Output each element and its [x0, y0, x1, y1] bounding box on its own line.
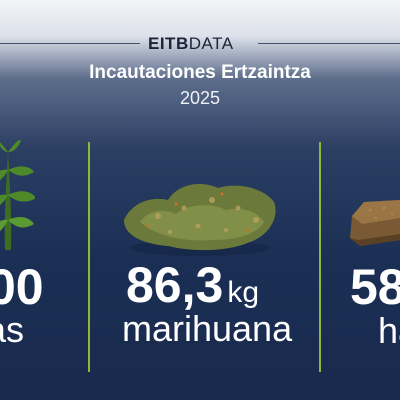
value-unit: kg — [227, 276, 260, 309]
divider-left — [88, 142, 90, 372]
page-subtitle-year: 2025 — [179, 88, 221, 108]
seizure-value-middle: 86,3 kg — [126, 260, 259, 310]
seizure-value-left: 00 — [0, 262, 44, 312]
seizure-value-right: 58 — [350, 262, 400, 312]
brand-header: EITBDATA — [0, 33, 400, 53]
divider-right — [319, 142, 321, 372]
brand-rule-left — [0, 43, 140, 44]
value-number: 00 — [0, 259, 44, 315]
brand-rule-right — [258, 43, 400, 44]
value-number: 58 — [350, 259, 400, 315]
seizure-label-right: ha — [378, 310, 400, 351]
brand-light: DATA — [188, 34, 234, 53]
value-number: 86,3 — [126, 257, 224, 313]
seizure-label-middle: marihuana — [122, 308, 293, 349]
brand-bold: EITB — [148, 34, 189, 53]
brand-logo: EITBDATA — [148, 34, 254, 54]
seizure-label-left: as — [0, 309, 25, 350]
marijuana-bud-icon — [124, 184, 276, 256]
page-title: Incautaciones Ertzaintza — [89, 62, 311, 83]
cannabis-plant-icon — [0, 140, 35, 250]
hashish-block-icon — [350, 200, 400, 246]
